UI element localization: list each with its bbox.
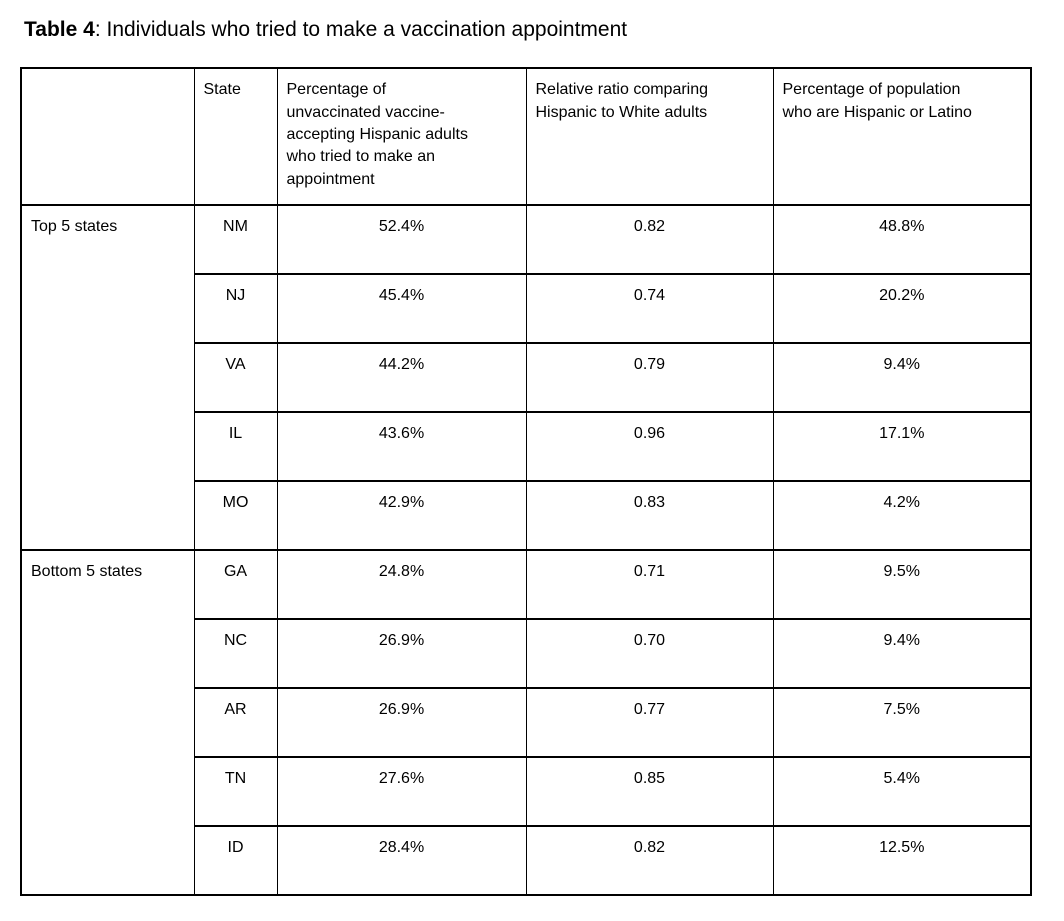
group-label-top-5: Top 5 states (20, 204, 195, 552)
state-cell: AR (193, 687, 278, 759)
relative-ratio-cell: 0.77 (525, 687, 774, 759)
relative-ratio-cell: 0.82 (525, 825, 774, 897)
table-row: Bottom 5 states GA 24.8% 0.71 9.5% (20, 549, 1032, 897)
pct-hispanic-cell: 7.5% (772, 687, 1032, 759)
pct-hispanic-cell: 9.4% (772, 618, 1032, 690)
state-cell: NC (193, 618, 278, 690)
relative-ratio-cell: 0.70 (525, 618, 774, 690)
header-relative-ratio: Relative ratio comparing Hispanic to Whi… (525, 67, 774, 207)
pct-hispanic-cell: 12.5% (772, 825, 1032, 897)
pct-hispanic-cell: 17.1% (772, 411, 1032, 483)
table-container: State Percentage of unvaccinated vaccine… (20, 67, 1064, 897)
pct-tried-cell: 24.8% (276, 549, 527, 621)
relative-ratio-cell: 0.85 (525, 756, 774, 828)
pct-hispanic-cell: 48.8% (772, 204, 1032, 276)
relative-ratio-cell: 0.82 (525, 204, 774, 276)
pct-tried-cell: 43.6% (276, 411, 527, 483)
table-row: Top 5 states NM 52.4% 0.82 48.8% (20, 204, 1032, 552)
pct-hispanic-cell: 9.5% (772, 549, 1032, 621)
table-row: NJ 45.4% 0.74 20.2% (21, 273, 1032, 345)
pct-hispanic-cell: 20.2% (772, 273, 1032, 345)
state-cell: MO (193, 480, 278, 552)
header-state: State (193, 67, 278, 207)
state-cell: TN (193, 756, 278, 828)
pct-tried-cell: 42.9% (276, 480, 527, 552)
pct-hispanic-cell: 9.4% (772, 342, 1032, 414)
table-row: AR 26.9% 0.77 7.5% (21, 687, 1032, 759)
header-pct-hispanic-population: Percentage of population who are Hispani… (772, 67, 1032, 207)
table-row: VA 44.2% 0.79 9.4% (21, 342, 1032, 414)
table-row: IL 43.6% 0.96 17.1% (21, 411, 1032, 483)
relative-ratio-cell: 0.71 (525, 549, 774, 621)
relative-ratio-cell: 0.96 (525, 411, 774, 483)
state-cell: GA (193, 549, 278, 621)
table-row: MO 42.9% 0.83 4.2% (21, 480, 1032, 552)
pct-tried-cell: 27.6% (276, 756, 527, 828)
table-row: TN 27.6% 0.85 5.4% (21, 756, 1032, 828)
relative-ratio-cell: 0.74 (525, 273, 774, 345)
header-row: State Percentage of unvaccinated vaccine… (20, 67, 1032, 207)
pct-tried-cell: 26.9% (276, 618, 527, 690)
table-row: NC 26.9% 0.70 9.4% (21, 618, 1032, 690)
table-title: Table 4: Individuals who tried to make a… (0, 0, 1064, 42)
pct-tried-cell: 28.4% (276, 825, 527, 897)
pct-tried-cell: 44.2% (276, 342, 527, 414)
state-cell: NJ (193, 273, 278, 345)
pct-hispanic-cell: 5.4% (772, 756, 1032, 828)
table-title-number: Table 4 (24, 18, 95, 41)
pct-tried-cell: 52.4% (276, 204, 527, 276)
header-pct-tried-appointment: Percentage of unvaccinated vaccine- acce… (276, 67, 527, 207)
table-row: ID 28.4% 0.82 12.5% (21, 825, 1032, 897)
vaccination-appointment-table: State Percentage of unvaccinated vaccine… (20, 67, 1032, 897)
relative-ratio-cell: 0.79 (525, 342, 774, 414)
state-cell: NM (193, 204, 278, 276)
state-cell: VA (193, 342, 278, 414)
relative-ratio-cell: 0.83 (525, 480, 774, 552)
state-cell: ID (193, 825, 278, 897)
group-label-bottom-5: Bottom 5 states (20, 549, 195, 897)
pct-hispanic-cell: 4.2% (772, 480, 1032, 552)
header-group-blank (20, 67, 195, 207)
pct-tried-cell: 45.4% (276, 273, 527, 345)
table-title-text: : Individuals who tried to make a vaccin… (94, 18, 628, 41)
pct-tried-cell: 26.9% (276, 687, 527, 759)
state-cell: IL (193, 411, 278, 483)
